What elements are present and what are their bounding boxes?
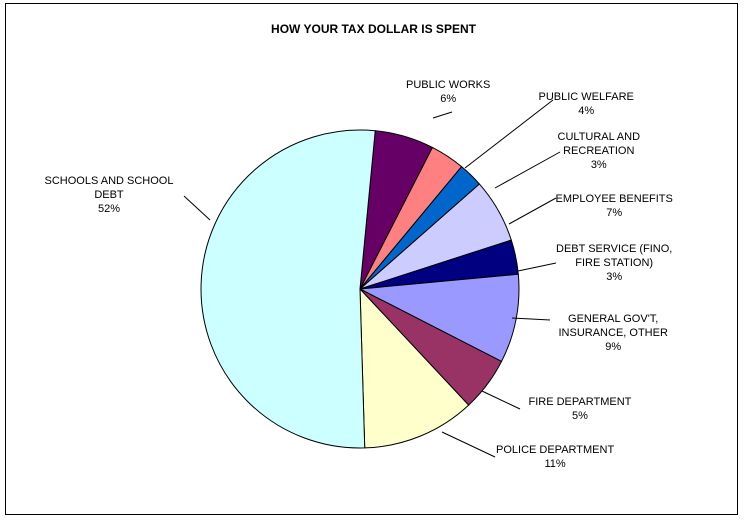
- slice-percent: 6%: [440, 93, 457, 105]
- leader-line-cultural-recreation: [494, 151, 561, 189]
- slice-percent: 9%: [605, 341, 622, 353]
- slice-label-employee-benefits: EMPLOYEE BENEFITS 7%: [556, 192, 673, 220]
- leader-line-fire-department: [481, 390, 521, 410]
- leader-line-debt-service: [517, 262, 557, 272]
- slice-percent: 4%: [578, 105, 595, 117]
- leader-line-police-department: [441, 431, 496, 458]
- slice-label-text: CULTURAL AND: [557, 131, 641, 143]
- slice-label-text: POLICE DEPARTMENT: [496, 444, 615, 456]
- pie-slice-schools: [200, 129, 376, 449]
- leader-line-schools: [183, 195, 211, 221]
- slice-percent: 52%: [97, 203, 120, 215]
- slice-label-debt-service: DEBT SERVICE (FINO, FIRE STATION) 3%: [556, 242, 672, 284]
- slice-label-general-govt: GENERAL GOV'T, INSURANCE, OTHER 9%: [559, 312, 668, 354]
- slice-percent: 7%: [606, 207, 623, 219]
- slice-percent: 11%: [544, 458, 566, 470]
- slice-label-public-works: PUBLIC WORKS 6%: [406, 78, 490, 106]
- slice-label-text: DEBT: [94, 189, 124, 201]
- chart-title: HOW YOUR TAX DOLLAR IS SPENT: [271, 22, 476, 36]
- slice-label-text: FIRE STATION): [575, 257, 654, 269]
- slice-label-text: INSURANCE, OTHER: [558, 327, 668, 339]
- pie-slice-police-department: [359, 287, 470, 449]
- slice-percent: 5%: [571, 410, 588, 422]
- slice-label-police-department: POLICE DEPARTMENT 11%: [496, 443, 614, 471]
- slice-label-text: RECREATION: [563, 145, 635, 157]
- slice-label-text: GENERAL GOV'T,: [568, 313, 659, 325]
- slice-label-text: EMPLOYEE BENEFITS: [555, 193, 673, 205]
- leader-line-employee-benefits: [508, 197, 557, 225]
- slice-label-public-welfare: PUBLIC WELFARE 4%: [539, 90, 634, 118]
- slice-label-text: FIRE DEPARTMENT: [528, 396, 632, 408]
- pie-slice-general-govt: [358, 273, 520, 363]
- slice-percent: 3%: [606, 271, 623, 283]
- leader-line-public-works: [432, 111, 453, 119]
- slice-label-text: PUBLIC WORKS: [406, 79, 491, 91]
- slice-label-cultural-recreation: CULTURAL AND RECREATION 3%: [558, 130, 641, 172]
- leader-line-general-govt: [511, 317, 551, 321]
- leader-line-public-welfare: [464, 99, 554, 169]
- slice-percent: 3%: [590, 159, 607, 171]
- slice-label-text: DEBT SERVICE (FINO,: [556, 243, 673, 255]
- slice-label-text: PUBLIC WELFARE: [538, 91, 634, 103]
- slice-label-schools: SCHOOLS AND SCHOOL DEBT 52%: [45, 174, 174, 216]
- slice-label-text: SCHOOLS AND SCHOOL: [44, 175, 174, 187]
- slice-label-fire-department: FIRE DEPARTMENT 5%: [529, 395, 632, 423]
